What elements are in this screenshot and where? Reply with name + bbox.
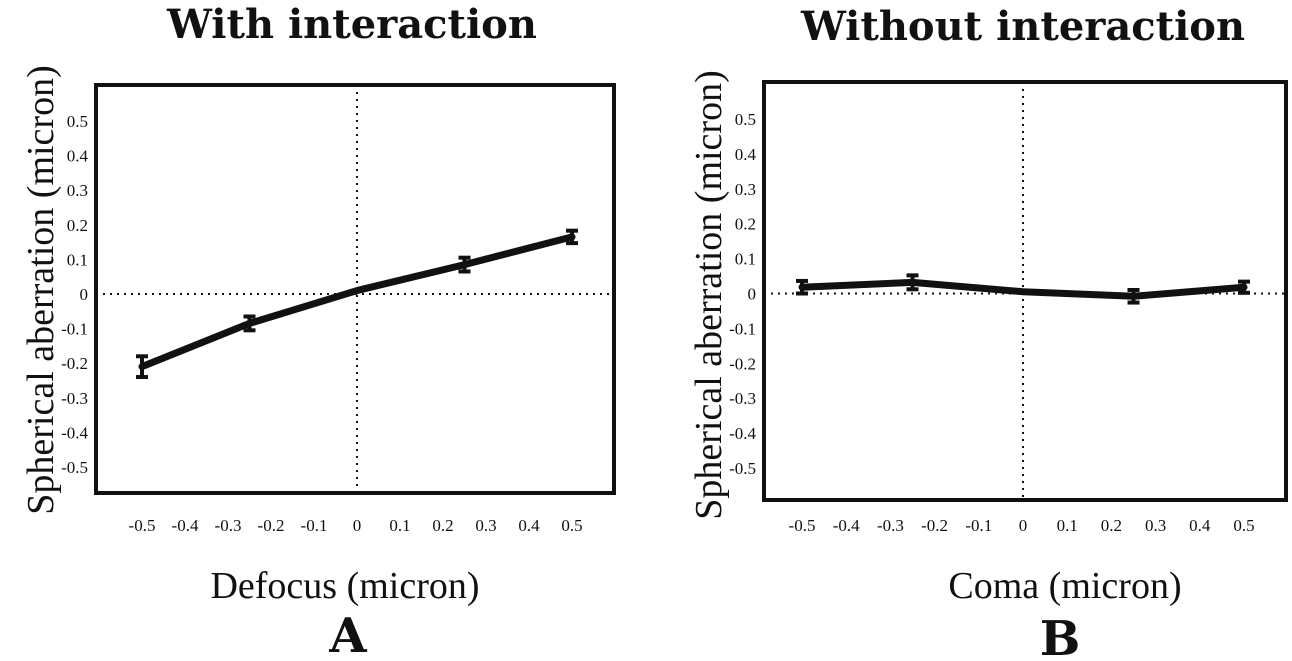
- panel-a-y-tick-label: -0.4: [61, 423, 88, 442]
- panel-a-y-tick-label: 0.4: [67, 147, 89, 166]
- panel-b-y-tick-label: 0.5: [735, 110, 756, 129]
- panel-b-x-tick-label: -0.3: [877, 516, 904, 535]
- panel-a-x-tick-label: 0.1: [389, 516, 410, 535]
- panel-b-x-tick-label: -0.1: [965, 516, 992, 535]
- panel-b-title: Without interaction: [800, 3, 1245, 50]
- panel-a-y-tick-label: -0.2: [61, 354, 88, 373]
- panel-a-y-tick-label: 0.3: [67, 181, 88, 200]
- panel-a-series-line: [138, 233, 576, 371]
- panel-b-y-tick-label: 0.1: [735, 250, 756, 269]
- panel-b-error-bar: [796, 278, 808, 296]
- panel-b-x-tick-label: 0.2: [1101, 516, 1122, 535]
- panel-b-x-tick-label: -0.4: [833, 516, 860, 535]
- panel-a-y-axis-label: Spherical aberration (micron): [20, 65, 62, 514]
- panel-b-label: B: [1040, 611, 1081, 661]
- panel-a-error-bar: [136, 354, 148, 380]
- panel-a-x-tick-label: 0.5: [561, 516, 582, 535]
- panel-a-error-bar: [458, 255, 471, 274]
- panel-a-label: A: [328, 608, 367, 661]
- panel-b-x-axis-label: Coma (micron): [948, 565, 1181, 607]
- panel-a-x-tick-label: 0: [353, 516, 362, 535]
- panel-a-y-tick-label: 0.1: [67, 250, 88, 269]
- panel-b-y-tick-label: -0.3: [729, 389, 756, 408]
- panel-b-y-tick-label: -0.5: [729, 459, 756, 478]
- panel-a: With interaction Spherical aberration (m…: [20, 1, 616, 661]
- panel-b-y-tick-label: -0.4: [729, 424, 756, 443]
- panel-a-title: With interaction: [166, 1, 537, 48]
- panel-b-x-tick-label: -0.2: [921, 516, 948, 535]
- panel-a-x-tick-label: -0.1: [301, 516, 328, 535]
- panel-a-error-bar: [243, 314, 256, 333]
- panel-b-y-tick-label: 0: [748, 285, 757, 304]
- panel-a-x-axis-label: Defocus (micron): [210, 565, 479, 607]
- panel-a-y-tick-label: -0.1: [61, 320, 88, 339]
- panel-b-plot-frame: [762, 80, 1288, 502]
- panel-a-x-tick-label: -0.3: [215, 516, 242, 535]
- panel-b-x-tick-label: 0.5: [1233, 516, 1254, 535]
- panel-b-y-tick-label: 0.4: [735, 145, 757, 164]
- panel-a-y-tick-label: 0: [80, 285, 89, 304]
- panel-a-x-tick-label: -0.5: [129, 516, 156, 535]
- panel-b-y-tick-label: 0.2: [735, 215, 756, 234]
- panel-b-x-tick-label: 0.3: [1145, 516, 1166, 535]
- panel-b-y-tick-label: 0.3: [735, 180, 756, 199]
- panel-a-plot-frame: [94, 83, 616, 495]
- panel-a-y-tick-label: 0.2: [67, 216, 88, 235]
- panel-a-x-tick-label: 0.2: [432, 516, 453, 535]
- panel-b-x-tick-label: 0.1: [1057, 516, 1078, 535]
- panel-b-series-line: [798, 278, 1248, 300]
- panel-a-x-tick-label: -0.4: [172, 516, 199, 535]
- panel-b-error-bar: [1238, 279, 1250, 295]
- panel-a-x-tick-label: 0.4: [518, 516, 540, 535]
- panel-a-y-tick-label: -0.5: [61, 458, 88, 477]
- panel-a-x-tick-label: -0.2: [258, 516, 285, 535]
- panel-b-y-tick-label: -0.1: [729, 319, 756, 338]
- panel-b-y-axis-label: Spherical aberration (micron): [688, 70, 730, 519]
- panel-b-x-tick-label: 0: [1019, 516, 1028, 535]
- panel-a-y-tick-label: -0.3: [61, 389, 88, 408]
- panel-b-error-bar: [906, 273, 919, 292]
- panel-a-y-tick-label: 0.5: [67, 112, 88, 131]
- panel-b-y-tick-label: -0.2: [729, 354, 756, 373]
- panel-b-x-tick-label: 0.4: [1189, 516, 1211, 535]
- panel-b: Without interaction Spherical aberration…: [688, 3, 1288, 661]
- panel-a-x-tick-label: 0.3: [475, 516, 496, 535]
- panel-a-error-bar: [566, 228, 578, 246]
- panel-b-error-bar: [1127, 288, 1140, 305]
- panel-b-x-tick-label: -0.5: [789, 516, 816, 535]
